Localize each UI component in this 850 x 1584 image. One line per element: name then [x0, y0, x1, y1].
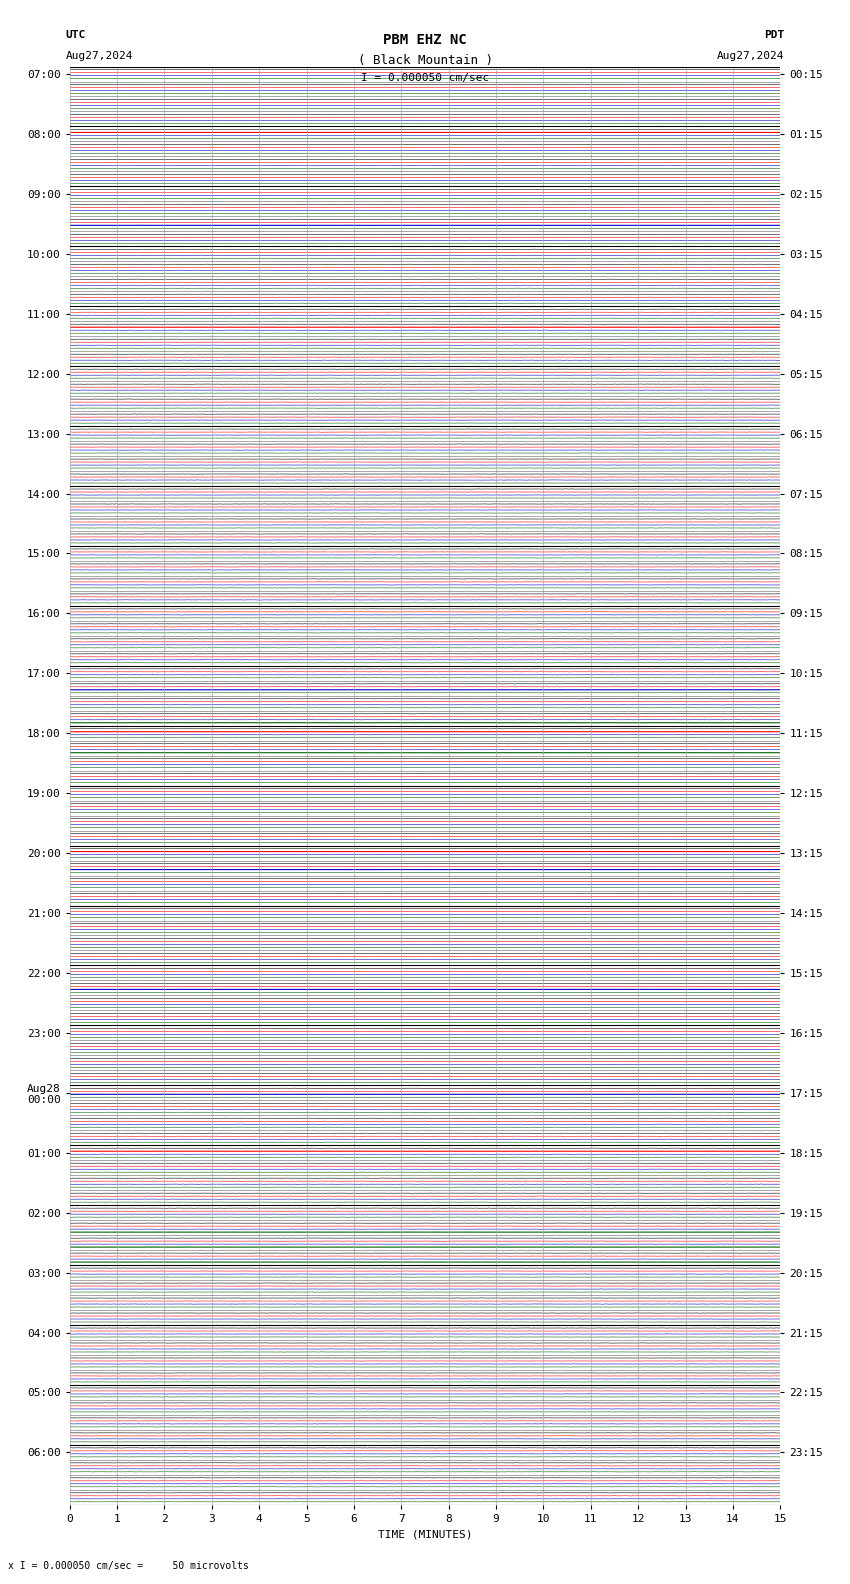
X-axis label: TIME (MINUTES): TIME (MINUTES): [377, 1530, 473, 1540]
Text: x I = 0.000050 cm/sec =     50 microvolts: x I = 0.000050 cm/sec = 50 microvolts: [8, 1562, 249, 1571]
Text: Aug27,2024: Aug27,2024: [717, 51, 785, 60]
Text: I = 0.000050 cm/sec: I = 0.000050 cm/sec: [361, 73, 489, 82]
Text: ( Black Mountain ): ( Black Mountain ): [358, 54, 492, 67]
Text: UTC: UTC: [65, 30, 86, 40]
Text: PBM EHZ NC: PBM EHZ NC: [383, 33, 467, 48]
Text: Aug27,2024: Aug27,2024: [65, 51, 133, 60]
Text: PDT: PDT: [764, 30, 785, 40]
